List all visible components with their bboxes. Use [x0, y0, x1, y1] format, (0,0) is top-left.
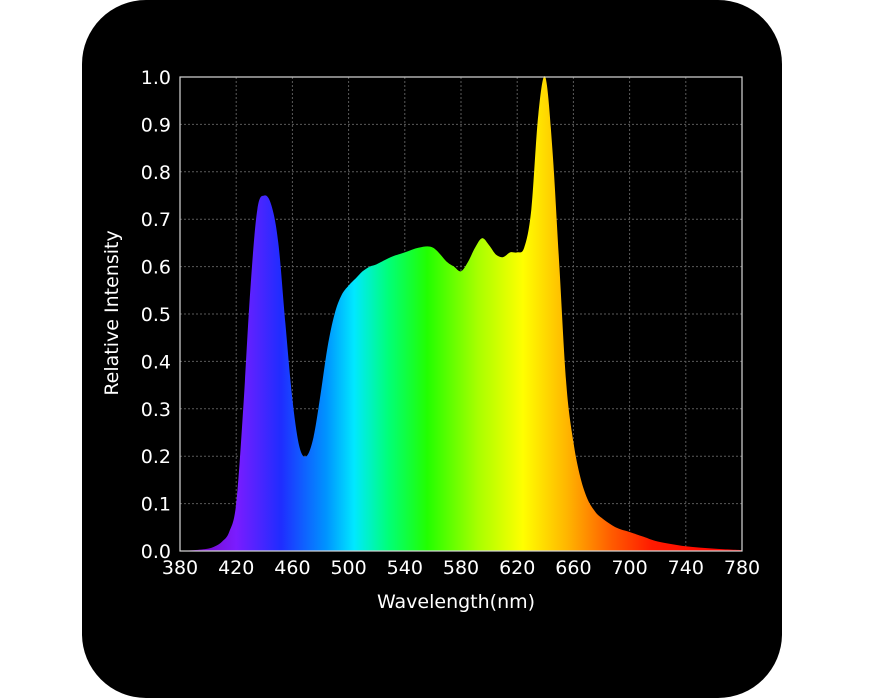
- spectrum-chart: 380 420 460 500 540 580 620 660 700 740 780 0.0 0.1…: [101, 67, 760, 613]
- spectrum-area: [180, 76, 742, 551]
- y-tick-label: 0.3: [141, 399, 171, 421]
- x-tick-label: 540: [387, 557, 423, 579]
- x-tick-label: 620: [499, 557, 535, 579]
- x-tick-label: 580: [443, 557, 479, 579]
- y-tick-label: 0.4: [141, 351, 171, 373]
- x-tick-labels: 380 420 460 500 540 580 620 660 700 740 780: [162, 557, 760, 579]
- y-tick-label: 0.8: [141, 162, 171, 184]
- x-axis-title: Wavelength(nm): [377, 591, 535, 613]
- y-tick-label: 0.9: [141, 114, 171, 136]
- plot-frame-layer: [179, 76, 743, 552]
- plot-frame: [179, 76, 743, 552]
- y-tick-label: 0.2: [141, 446, 171, 468]
- chart-card: 380 420 460 500 540 580 620 660 700 740 780 0.0 0.1…: [82, 0, 782, 698]
- x-tick-label: 740: [668, 557, 704, 579]
- x-tick-label: 420: [218, 557, 254, 579]
- y-axis-title: Relative Intensity: [101, 230, 123, 395]
- spectrum-area-layer: [180, 76, 742, 551]
- x-tick-label: 660: [555, 557, 591, 579]
- y-tick-label: 0.5: [141, 304, 171, 326]
- x-tick-label: 460: [274, 557, 310, 579]
- y-tick-label: 0.0: [141, 541, 171, 563]
- y-tick-label: 0.1: [141, 494, 171, 516]
- y-tick-label: 0.6: [141, 257, 171, 279]
- x-tick-label: 380: [162, 557, 198, 579]
- y-tick-label: 0.7: [141, 209, 171, 231]
- x-tick-label: 700: [611, 557, 647, 579]
- y-tick-labels: 0.0 0.1 0.2 0.3 0.4 0.5 0.6 0.7 0.8 0.9 1.0: [141, 67, 171, 563]
- y-tick-label: 1.0: [141, 67, 171, 89]
- x-tick-label: 500: [330, 557, 366, 579]
- x-tick-label: 780: [724, 557, 760, 579]
